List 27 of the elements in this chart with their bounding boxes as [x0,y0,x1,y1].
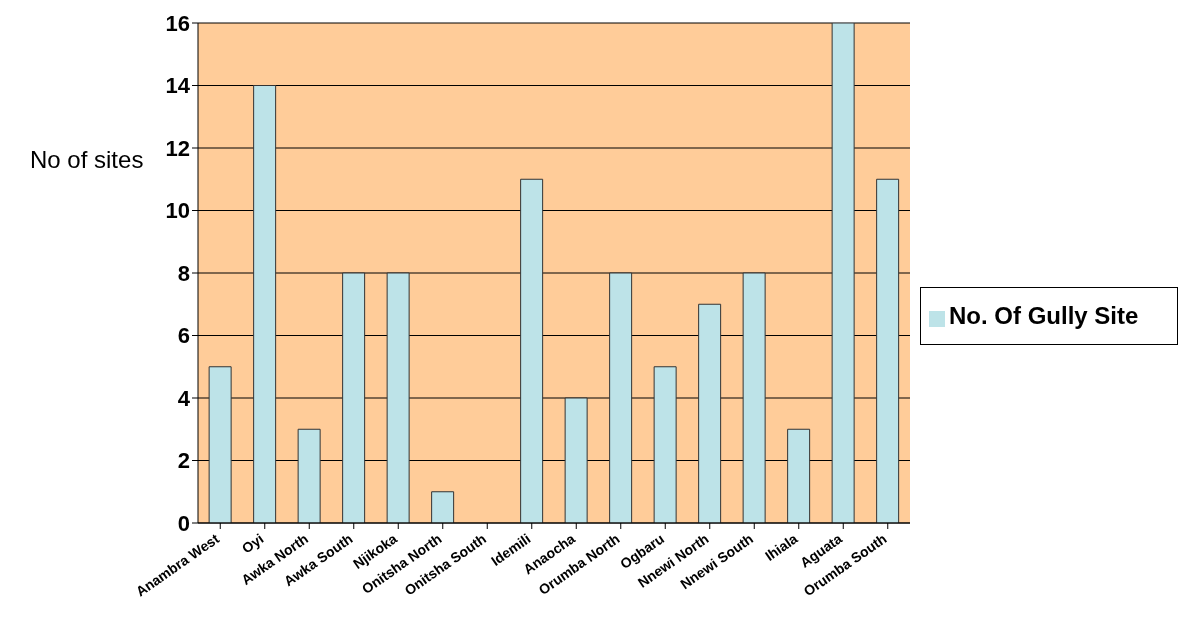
bar [876,178,900,523]
y-tick-label: 16 [165,10,190,36]
bar [253,85,277,523]
y-axis-title: No of sites [30,146,144,174]
bar [342,272,366,523]
x-tick-label: Oyi [238,530,267,557]
y-tick-label: 10 [165,198,190,224]
y-tick-label: 6 [177,323,190,349]
y-tick-label: 4 [177,385,191,411]
bar [698,303,722,523]
bar [386,272,410,523]
bar [564,397,588,523]
bar [297,428,321,523]
y-tick-label: 2 [177,448,190,474]
bar [742,272,766,523]
bar [208,366,232,523]
y-tick-label: 8 [177,260,190,286]
bar [609,272,633,523]
y-tick-label: 14 [165,73,191,99]
bar [520,178,544,523]
bar [787,428,811,523]
bar [431,491,455,523]
legend-label: No. Of Gully Site [949,301,1139,329]
bar [831,23,855,523]
y-tick-label: 0 [177,510,190,536]
y-tick-label: 12 [165,135,190,161]
bar [653,366,677,523]
